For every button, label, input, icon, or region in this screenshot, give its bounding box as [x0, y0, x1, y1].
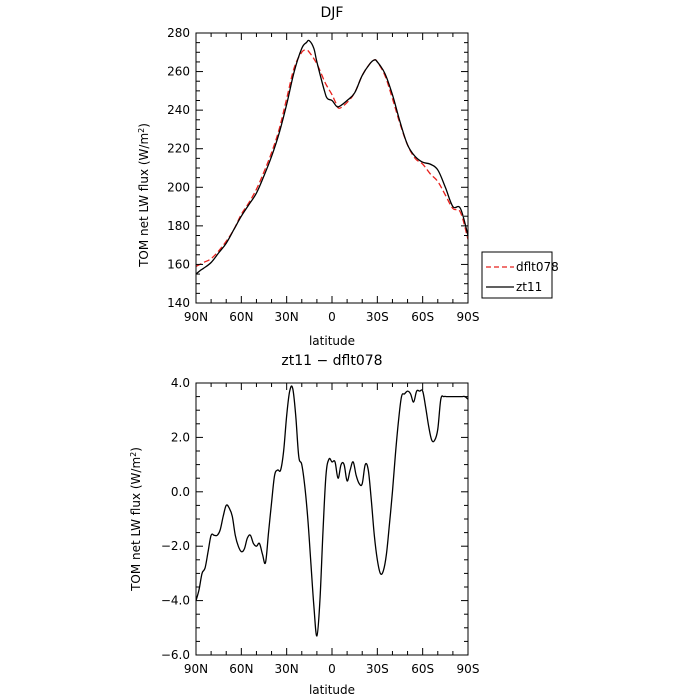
plot-frame	[195, 32, 469, 304]
x-tick-label: 60N	[229, 310, 253, 324]
y-axis-label-sup: 2	[129, 452, 138, 457]
x-tick-label: 60S	[411, 662, 434, 676]
x-tick-labels: 90N 60N 30N 0 30S 60S 90S	[184, 662, 480, 676]
y-tick-label: 140	[167, 296, 190, 310]
y-axis-label-suffix: )	[137, 123, 151, 128]
x-tick-label: 90S	[457, 310, 480, 324]
y-tick-label: 180	[167, 219, 190, 233]
chart-title: zt11 − dflt078	[281, 353, 382, 369]
series-line-series-0	[195, 385, 469, 637]
series-line-zt11	[195, 39, 469, 275]
x-tick-label: 90N	[184, 662, 208, 676]
x-axis-label: latitude	[309, 334, 355, 348]
x-tick-label: 0	[328, 310, 336, 324]
series-lines	[195, 385, 469, 637]
y-tick-label: 4.0	[171, 376, 190, 390]
x-axis-label: latitude	[309, 683, 355, 697]
axis-ticks	[195, 382, 469, 656]
legend: dflt078 zt11	[481, 251, 559, 299]
series-lines	[195, 39, 469, 275]
y-tick-labels: 140 160 180 200 220 240 260 280	[167, 26, 190, 310]
y-axis-label-prefix: TOM net LW flux (W/m	[137, 133, 151, 268]
x-tick-label: 90N	[184, 310, 208, 324]
x-tick-label: 30N	[275, 310, 299, 324]
legend-box	[481, 251, 553, 299]
y-tick-label: 280	[167, 26, 190, 40]
axis-ticks	[195, 32, 469, 304]
x-tick-label: 30S	[366, 662, 389, 676]
y-tick-label: −6.0	[161, 648, 190, 662]
x-tick-label: 30N	[275, 662, 299, 676]
x-tick-label: 60S	[411, 310, 434, 324]
panel-top: DJF 90N 60N 30N 0 30S 60S 90S 140 160 180 200 220 2…	[137, 5, 559, 348]
y-axis-label-suffix: )	[129, 447, 143, 452]
legend-label-zt11: zt11	[516, 280, 542, 294]
y-tick-label: 2.0	[171, 430, 190, 444]
y-tick-label: 160	[167, 257, 190, 271]
y-tick-labels: −6.0 −4.0 −2.0 0.0 2.0 4.0	[161, 376, 190, 662]
y-tick-label: 0.0	[171, 485, 190, 499]
x-tick-labels: 90N 60N 30N 0 30S 60S 90S	[184, 310, 480, 324]
y-tick-label: −4.0	[161, 594, 190, 608]
legend-label-dflt078: dflt078	[516, 260, 559, 274]
y-tick-label: 260	[167, 65, 190, 79]
plot-frame	[195, 382, 469, 656]
x-tick-label: 0	[328, 662, 336, 676]
y-axis-label: TOM net LW flux (W/m2)	[137, 123, 152, 268]
x-tick-label: 60N	[229, 662, 253, 676]
x-tick-label: 90S	[457, 662, 480, 676]
x-tick-label: 30S	[366, 310, 389, 324]
chart-title: DJF	[321, 5, 344, 21]
y-axis-label-prefix: TOM net LW flux (W/m	[129, 457, 143, 592]
y-tick-label: 200	[167, 180, 190, 194]
y-tick-label: −2.0	[161, 539, 190, 553]
y-axis-label-sup: 2	[137, 128, 146, 133]
y-tick-label: 220	[167, 142, 190, 156]
panel-bottom: zt11 − dflt078 90N 60N 30N 0 30S 60S 90S −6.0−…	[129, 353, 480, 697]
y-tick-label: 240	[167, 103, 190, 117]
y-axis-label: TOM net LW flux (W/m2)	[129, 447, 144, 592]
series-line-dflt078	[195, 49, 469, 267]
